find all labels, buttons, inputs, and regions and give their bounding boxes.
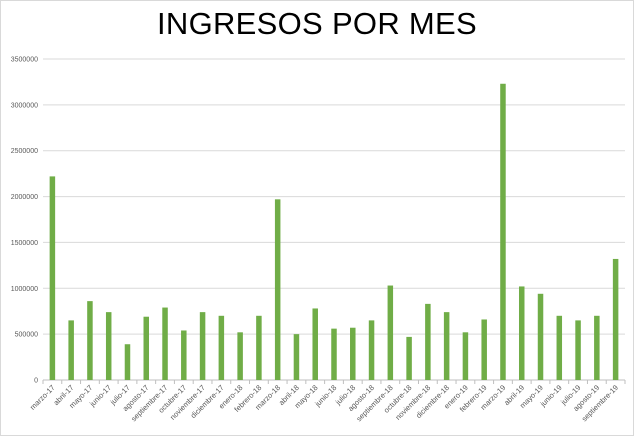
y-tick-label: 3500000 <box>11 57 38 64</box>
y-tick-label: 2500000 <box>11 148 38 155</box>
y-tick-label: 500000 <box>15 332 38 339</box>
bar <box>105 312 112 380</box>
y-tick-label: 0 <box>34 378 38 385</box>
bar <box>462 332 469 380</box>
bar <box>274 199 281 380</box>
bar <box>518 286 525 380</box>
bar <box>368 320 375 380</box>
bar <box>87 301 93 380</box>
bar <box>481 319 487 380</box>
bar <box>612 258 619 380</box>
bar <box>256 315 262 380</box>
bar <box>594 315 600 380</box>
bar <box>68 320 74 380</box>
bar <box>537 293 544 380</box>
bar <box>575 320 581 380</box>
bar <box>143 316 150 380</box>
bar <box>312 308 318 380</box>
bar <box>331 328 337 380</box>
bar <box>406 336 412 380</box>
bar <box>124 344 131 380</box>
bar <box>293 334 300 380</box>
bar <box>181 330 187 380</box>
bar <box>556 315 563 380</box>
bar <box>237 332 243 380</box>
bar <box>218 315 225 380</box>
chart-title: INGRESOS POR MES <box>156 6 478 41</box>
bar <box>199 312 206 380</box>
y-tick-label: 2000000 <box>11 194 38 201</box>
bar <box>49 176 56 380</box>
y-tick-label: 1000000 <box>11 286 38 293</box>
bar <box>443 312 450 380</box>
bar <box>162 307 168 380</box>
y-tick-label: 3000000 <box>11 102 38 109</box>
bar <box>350 327 356 380</box>
bar <box>500 83 506 381</box>
x-tick-label: marzo-17 <box>28 383 57 412</box>
bar <box>387 285 394 380</box>
y-tick-label: 1500000 <box>11 240 38 247</box>
bar <box>425 303 431 380</box>
